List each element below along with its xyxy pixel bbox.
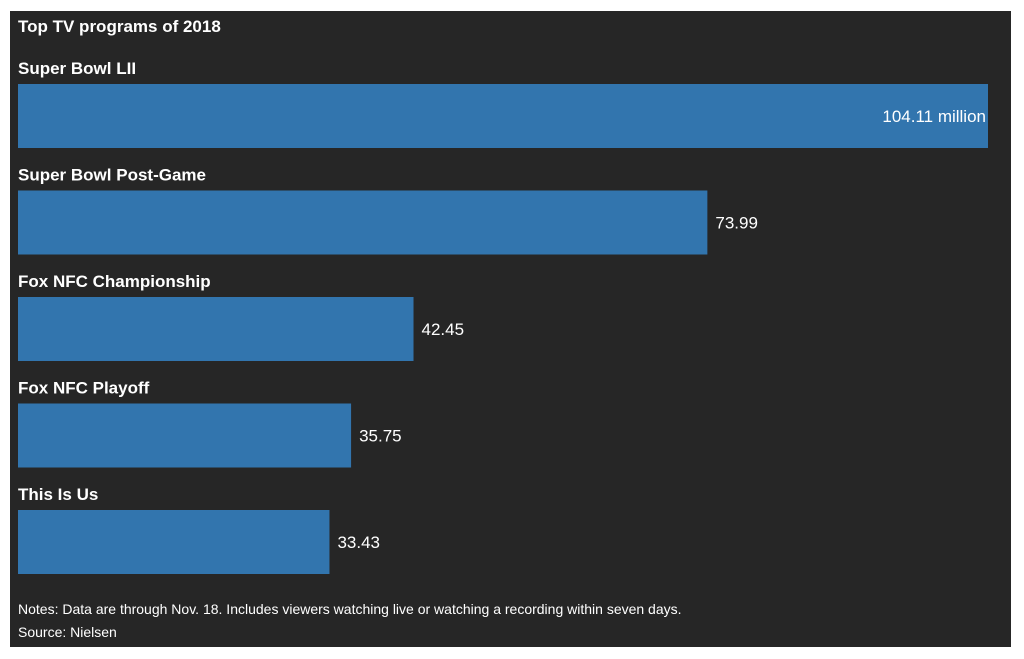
category-label-super-bowl-lii: Super Bowl LII: [18, 59, 136, 78]
value-label-super-bowl-post-game: 73.99: [715, 214, 758, 233]
chart-notes: Notes: Data are through Nov. 18. Include…: [18, 601, 682, 617]
chart-title: Top TV programs of 2018: [18, 17, 221, 36]
chart-panel: Top TV programs of 2018 Super Bowl LII 10…: [10, 11, 1011, 647]
bar-this-is-us: [18, 510, 330, 574]
value-label-fox-nfc-playoff: 35.75: [359, 427, 402, 446]
category-label-fox-nfc-playoff: Fox NFC Playoff: [18, 379, 150, 398]
bar-fox-nfc-championship: [18, 297, 414, 361]
bar-super-bowl-lii: [18, 84, 988, 148]
value-label-super-bowl-lii: 104.11 million: [882, 107, 986, 126]
value-label-this-is-us: 33.43: [337, 533, 380, 552]
bar-chart: Super Bowl LII 104.11 million Super Bowl P…: [18, 59, 988, 574]
bar-fox-nfc-playoff: [18, 403, 352, 468]
category-label-this-is-us: This Is Us: [18, 485, 98, 504]
bar-super-bowl-post-game: [18, 190, 708, 255]
value-label-fox-nfc-championship: 42.45: [422, 320, 465, 339]
chart-source: Source: Nielsen: [18, 624, 117, 640]
category-label-super-bowl-post-game: Super Bowl Post-Game: [18, 166, 206, 185]
category-label-fox-nfc-championship: Fox NFC Championship: [18, 272, 211, 291]
